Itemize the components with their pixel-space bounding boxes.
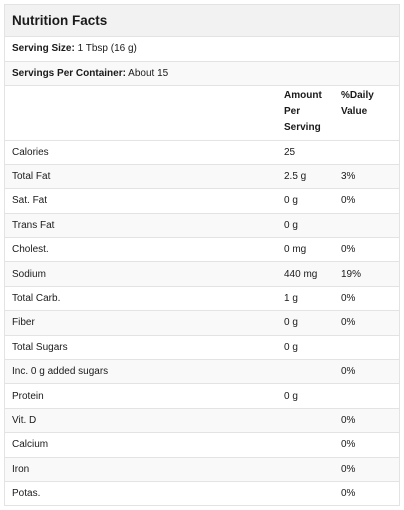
nutrient-daily-value: 0% — [334, 286, 399, 312]
nutrient-name: Sat. Fat — [5, 188, 277, 214]
nutrient-amount: 0 g — [277, 335, 334, 361]
nutrient-name: Total Fat — [5, 164, 277, 190]
nutrient-amount: 25 — [277, 140, 334, 165]
nutrient-amount: 0 g — [277, 188, 334, 214]
table-row: Calcium 0% — [5, 432, 399, 458]
nutrient-amount: 0 g — [277, 383, 334, 409]
nutrient-name: Potas. — [5, 481, 277, 507]
table-row: Trans Fat 0 g — [5, 213, 399, 239]
table-row: Protein 0 g — [5, 383, 399, 409]
nutrient-daily-value: 0% — [334, 481, 399, 507]
amount-header-line: Per — [284, 106, 301, 117]
table-row: Calories 25 — [5, 140, 399, 165]
table-row: Total Fat 2.5 g 3% — [5, 164, 399, 190]
nutrient-daily-value — [334, 383, 399, 409]
amount-header-line: Serving — [284, 122, 321, 133]
nutrient-daily-value: 0% — [334, 188, 399, 214]
nutrient-amount — [277, 481, 334, 507]
nutrient-name: Total Carb. — [5, 286, 277, 312]
nutrient-name: Iron — [5, 457, 277, 482]
nutrient-name: Calcium — [5, 432, 277, 458]
nutrient-daily-value — [334, 140, 399, 165]
nutrient-daily-value: 0% — [334, 310, 399, 336]
table-row: Fiber 0 g 0% — [5, 310, 399, 336]
table-row: Sat. Fat 0 g 0% — [5, 188, 399, 214]
amount-per-serving-header: Amount Per Serving — [277, 86, 334, 140]
nutrition-facts-panel: Nutrition Facts Serving Size: 1 Tbsp (16… — [4, 4, 400, 507]
table-row: Inc. 0 g added sugars 0% — [5, 359, 399, 385]
table-header-row: Amount Per Serving %Daily Value — [5, 86, 399, 140]
nutrient-name: Vit. D — [5, 408, 277, 434]
nutrient-name: Cholest. — [5, 237, 277, 263]
servings-per-container-label: Servings Per Container: — [12, 67, 126, 79]
nutrient-daily-value — [334, 335, 399, 361]
nutrient-name: Calories — [5, 140, 277, 165]
nutrition-title: Nutrition Facts — [5, 5, 399, 37]
nutrient-amount: 2.5 g — [277, 164, 334, 190]
nutrient-amount — [277, 432, 334, 458]
table-row: Total Sugars 0 g — [5, 335, 399, 361]
nutrient-daily-value: 0% — [334, 432, 399, 458]
nutrient-amount — [277, 457, 334, 482]
daily-value-header: %Daily Value — [334, 86, 399, 140]
table-row: Total Carb. 1 g 0% — [5, 286, 399, 312]
serving-size-value: 1 Tbsp (16 g) — [77, 43, 137, 54]
nutrient-daily-value: 0% — [334, 457, 399, 482]
nutrient-name: Inc. 0 g added sugars — [5, 359, 277, 385]
serving-size-label: Serving Size: — [12, 43, 75, 54]
servings-per-container-value: About 15 — [128, 67, 169, 79]
amount-header-line: Amount — [284, 90, 322, 101]
nutrient-daily-value — [334, 213, 399, 239]
nutrient-amount: 1 g — [277, 286, 334, 312]
nutrient-daily-value: 3% — [334, 164, 399, 190]
nutrient-daily-value: 0% — [334, 237, 399, 263]
serving-size-row: Serving Size: 1 Tbsp (16 g) — [5, 37, 399, 62]
nutrient-name: Sodium — [5, 261, 277, 287]
table-row: Cholest. 0 mg 0% — [5, 237, 399, 263]
nutrient-name: Total Sugars — [5, 335, 277, 361]
nutrient-daily-value: 0% — [334, 359, 399, 385]
nutrient-daily-value: 0% — [334, 408, 399, 434]
daily-header-line: %Daily — [341, 90, 374, 101]
nutrient-amount — [277, 408, 334, 434]
table-row: Potas. 0% — [5, 481, 399, 507]
servings-per-container-row: Servings Per Container: About 15 — [5, 61, 399, 86]
nutrient-name: Fiber — [5, 310, 277, 336]
nutrient-amount: 0 mg — [277, 237, 334, 263]
nutrient-daily-value: 19% — [334, 261, 399, 287]
nutrient-name: Protein — [5, 383, 277, 409]
table-row: Sodium 440 mg 19% — [5, 261, 399, 287]
nutrient-table: Amount Per Serving %Daily Value Calories… — [5, 86, 399, 507]
nutrient-column-header — [5, 86, 277, 140]
nutrient-amount: 0 g — [277, 310, 334, 336]
table-row: Iron 0% — [5, 457, 399, 482]
table-row: Vit. D 0% — [5, 408, 399, 434]
nutrient-amount — [277, 359, 334, 385]
nutrient-name: Trans Fat — [5, 213, 277, 239]
daily-header-line: Value — [341, 106, 368, 117]
nutrient-amount: 440 mg — [277, 261, 334, 287]
nutrient-amount: 0 g — [277, 213, 334, 239]
